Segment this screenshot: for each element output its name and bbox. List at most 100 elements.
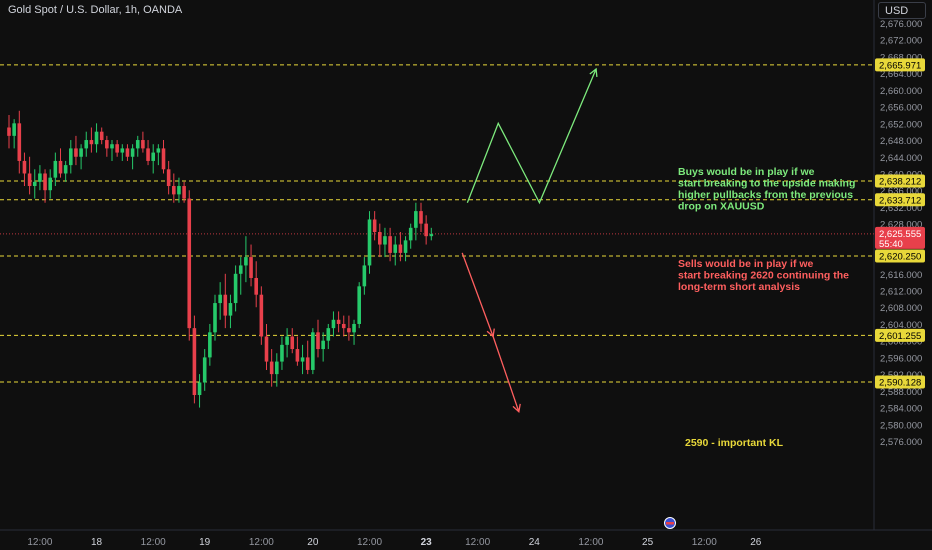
candle-body[interactable] (295, 349, 300, 362)
candle-body[interactable] (341, 323, 346, 329)
candle-body[interactable] (347, 328, 351, 333)
time-tick-label: 12:00 (249, 537, 274, 548)
candle-body[interactable] (275, 361, 279, 375)
candle-body[interactable] (393, 244, 398, 253)
candle-body[interactable] (43, 173, 47, 191)
candle-body[interactable] (182, 186, 186, 199)
buy-scenario-path[interactable] (466, 68, 597, 205)
candle-body[interactable] (408, 227, 413, 241)
candle-body[interactable] (372, 219, 377, 232)
candle-body[interactable] (63, 165, 68, 174)
candle-body[interactable] (254, 277, 258, 295)
candle-body[interactable] (27, 173, 32, 187)
candle-body[interactable] (125, 148, 130, 157)
candle-body[interactable] (84, 140, 89, 149)
candle-body[interactable] (331, 319, 336, 329)
annotation-sell-line: start breaking 2620 continuing the (678, 270, 849, 282)
candle-body[interactable] (197, 382, 202, 396)
candle-body[interactable] (424, 223, 428, 237)
currency-button[interactable]: USD (878, 2, 926, 19)
candle-body[interactable] (336, 319, 341, 324)
candle-body[interactable] (53, 160, 58, 178)
candle-body[interactable] (367, 219, 372, 266)
candle-body[interactable] (161, 148, 166, 170)
candle-body[interactable] (79, 148, 83, 157)
candle-body[interactable] (69, 148, 73, 166)
candle-body[interactable] (58, 160, 63, 174)
candle-body[interactable] (403, 240, 408, 253)
candle-body[interactable] (311, 332, 315, 370)
candle-body[interactable] (244, 257, 248, 266)
candle-body[interactable] (115, 144, 119, 153)
candle-body[interactable] (187, 198, 192, 329)
candle-body[interactable] (398, 244, 403, 253)
candle-body[interactable] (357, 286, 361, 324)
candle-body[interactable] (120, 148, 125, 153)
candle-body[interactable] (17, 123, 22, 161)
candle-body[interactable] (316, 332, 320, 350)
candle-body[interactable] (141, 140, 145, 149)
candle-body[interactable] (414, 211, 418, 228)
candle-body[interactable] (89, 140, 94, 145)
candle-body[interactable] (233, 273, 238, 304)
candle-body[interactable] (228, 303, 233, 316)
time-tick-label: 19 (199, 537, 211, 548)
candle-body[interactable] (177, 186, 181, 195)
candle-body[interactable] (223, 294, 228, 316)
candle-body[interactable] (130, 148, 135, 157)
time-tick-label: 24 (529, 537, 541, 548)
candle-body[interactable] (94, 131, 99, 145)
candle-body[interactable] (238, 265, 243, 274)
candle-body[interactable] (305, 357, 310, 370)
candle-body[interactable] (156, 148, 161, 153)
candle-body[interactable] (378, 232, 382, 245)
candle-body[interactable] (38, 173, 42, 182)
candle-body[interactable] (110, 144, 114, 149)
annotation-kl-line: 2590 - important KL (685, 437, 784, 449)
candle-body[interactable] (99, 131, 104, 141)
candle-body[interactable] (105, 140, 109, 149)
candle-body[interactable] (12, 123, 16, 136)
candle-body[interactable] (22, 160, 27, 174)
candle-body[interactable] (429, 234, 434, 237)
candle-body[interactable] (259, 294, 264, 337)
candle-body[interactable] (326, 328, 331, 341)
candle-body[interactable] (48, 177, 52, 191)
price-tick-label: 2,596.000 (880, 353, 922, 364)
symbol-title[interactable]: Gold Spot / U.S. Dollar, 1h, OANDA (8, 4, 183, 16)
candle-body[interactable] (7, 127, 11, 136)
candle-body[interactable] (172, 186, 176, 195)
candle-body[interactable] (213, 303, 217, 333)
candle-body[interactable] (321, 340, 325, 350)
candle-body[interactable] (383, 236, 387, 245)
candle-body[interactable] (192, 328, 197, 396)
candle-body[interactable] (285, 336, 289, 345)
candle-body[interactable] (388, 236, 392, 253)
candle-body[interactable] (249, 257, 253, 278)
candle-body[interactable] (352, 323, 356, 333)
candle-body[interactable] (151, 152, 155, 161)
candle-body[interactable] (300, 357, 305, 362)
candle-body[interactable] (74, 148, 78, 157)
candle-body[interactable] (202, 357, 207, 383)
candle-body[interactable] (269, 361, 274, 375)
level-price-label: 2,638.212 (879, 176, 921, 187)
level-price-tag (875, 58, 925, 72)
candle-body[interactable] (264, 336, 269, 362)
price-tick-label: 2,668.000 (880, 52, 922, 63)
candle-body[interactable] (290, 336, 295, 350)
candle-body[interactable] (218, 294, 222, 304)
sell-scenario-path[interactable] (461, 252, 520, 412)
price-tick-label: 2,632.000 (880, 203, 922, 214)
candle-body[interactable] (208, 332, 212, 358)
candle-body[interactable] (32, 181, 37, 187)
candle-body[interactable] (362, 265, 367, 287)
candle-body[interactable] (280, 344, 284, 362)
candle-body[interactable] (419, 211, 423, 224)
candle-body[interactable] (146, 148, 150, 161)
current-price-tag (875, 226, 925, 249)
candle-body[interactable] (135, 140, 140, 149)
candle-body[interactable] (166, 169, 171, 187)
